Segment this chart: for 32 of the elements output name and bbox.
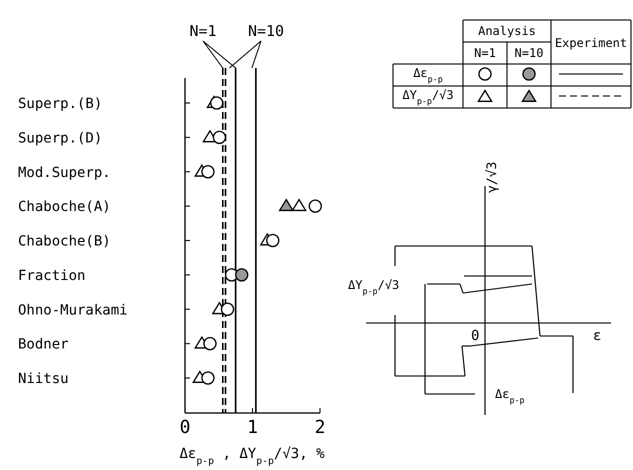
x-tick-label: 1 xyxy=(247,417,258,438)
legend-table: Analysis Experiment N=1 N=10 Δε$_{p-p}$ ΔΥ$_{p-p}$/√3 xyxy=(392,20,632,108)
point xyxy=(203,336,217,350)
x-axis-title: Δε$_{p-p}$ , ΔΥ$_{p-p}$/√3, % xyxy=(180,446,326,466)
text: ε xyxy=(593,328,602,344)
y-tick-label: Bodner xyxy=(18,336,69,353)
point xyxy=(220,302,234,316)
y-tick-label: Ohno-Murakami xyxy=(18,302,128,318)
text: Δε$_{p-p}$ xyxy=(495,387,525,405)
text: 0 xyxy=(471,328,480,344)
point xyxy=(201,165,215,178)
point xyxy=(210,96,224,110)
y-tick-label: Fraction xyxy=(18,268,86,284)
text: γ/√3 xyxy=(485,162,500,193)
point xyxy=(212,130,226,144)
y-tick-label: Chaboche(A) xyxy=(18,199,111,216)
x-tick-label: 2 xyxy=(314,417,326,438)
point xyxy=(292,198,306,212)
y-tick-label: Mod.Superp. xyxy=(18,164,111,181)
point xyxy=(235,268,248,282)
x-tick-label: 0 xyxy=(180,417,190,438)
text: N=10 xyxy=(248,22,284,40)
text: ΔΥ$_{p-p}$/√3 xyxy=(348,278,400,296)
y-tick-label: Superp.(B) xyxy=(18,96,102,112)
point xyxy=(201,371,215,385)
text: N=1 xyxy=(189,22,217,40)
y-tick-label: Chaboche(B) xyxy=(18,234,111,250)
y-tick-label: Superp.(D) xyxy=(18,130,102,146)
y-tick-label: Niitsu xyxy=(18,371,69,387)
point xyxy=(266,234,280,248)
point xyxy=(279,198,294,212)
point xyxy=(308,199,322,213)
